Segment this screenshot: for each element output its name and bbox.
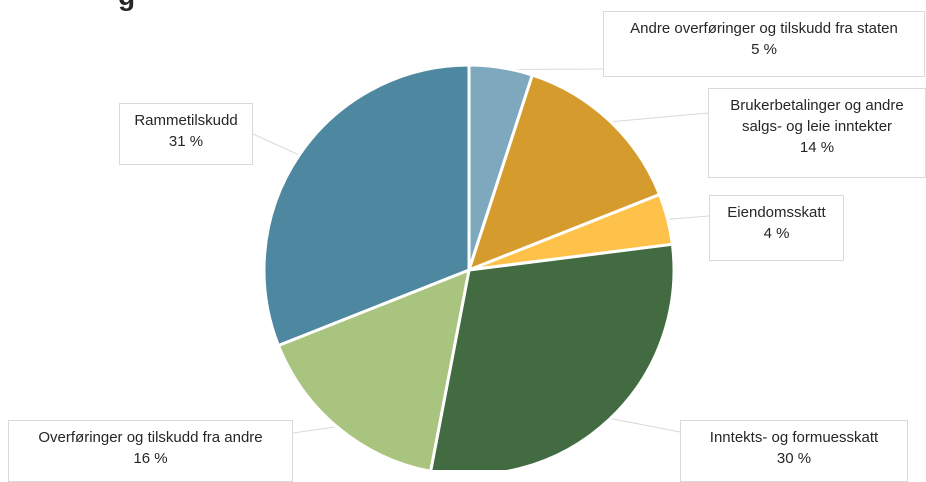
slice-name: Rammetilskudd: [128, 110, 244, 131]
slice-percent: 31 %: [128, 131, 244, 152]
slice-name: Andre overføringer og tilskudd fra state…: [612, 18, 916, 39]
callout-andre-overforinger: Andre overføringer og tilskudd fra state…: [603, 11, 925, 77]
leader-line-4: [293, 426, 340, 433]
callout-inntekts-og-formuesskatt: Inntekts- og formuesskatt 30 %: [680, 420, 908, 482]
leader-line-3: [608, 418, 680, 432]
pie-slices: [264, 65, 674, 470]
leader-line-2: [666, 216, 709, 220]
slice-percent: 5 %: [612, 39, 916, 60]
leader-line-5: [253, 134, 301, 156]
leader-line-1: [608, 113, 708, 122]
slice-name: Brukerbetalinger og andre salgs- og leie…: [717, 95, 917, 137]
callout-eiendomsskatt: Eiendomsskatt 4 %: [709, 195, 844, 261]
slice-percent: 14 %: [717, 137, 917, 158]
callout-overforinger-fra-andre: Overføringer og tilskudd fra andre 16 %: [8, 420, 293, 482]
callout-brukerbetalinger: Brukerbetalinger og andre salgs- og leie…: [708, 88, 926, 178]
slice-name: Inntekts- og formuesskatt: [689, 427, 899, 448]
slice-percent: 4 %: [718, 223, 835, 244]
slice-percent: 30 %: [689, 448, 899, 469]
callout-rammetilskudd: Rammetilskudd 31 %: [119, 103, 253, 165]
slice-name: Overføringer og tilskudd fra andre: [17, 427, 284, 448]
slice-name: Eiendomsskatt: [718, 202, 835, 223]
slice-percent: 16 %: [17, 448, 284, 469]
